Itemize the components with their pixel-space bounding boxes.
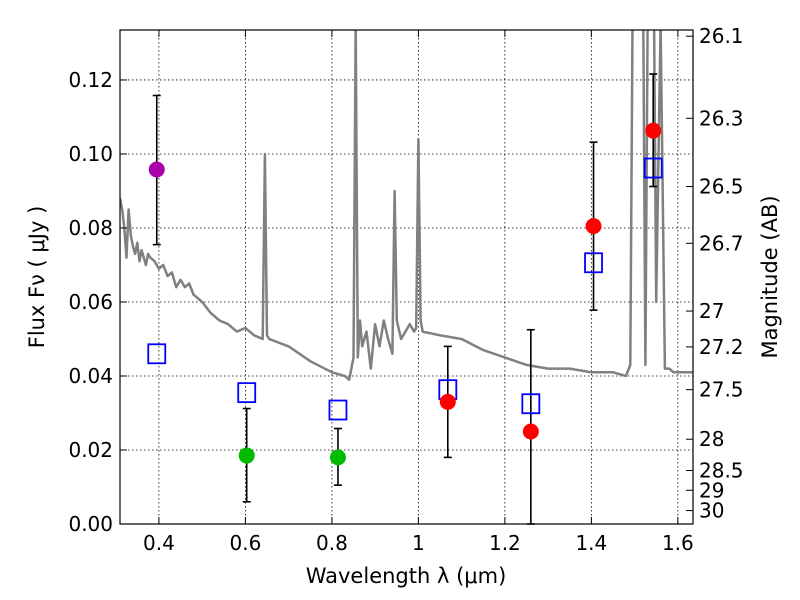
y2-tick-label: 30 xyxy=(699,499,724,523)
y-tick-label: 0.06 xyxy=(68,290,113,314)
y-tick-label: 0.08 xyxy=(68,216,113,240)
y2-tick-label: 26.5 xyxy=(699,175,744,199)
observed-point xyxy=(238,447,255,464)
y2-tick-label: 26.3 xyxy=(699,106,744,130)
markers xyxy=(147,122,663,466)
y-tick-label: 0.10 xyxy=(68,142,113,166)
y2-tick-label: 28.5 xyxy=(699,459,744,483)
observed-point xyxy=(645,122,662,139)
y2-tick-label: 26.7 xyxy=(699,231,744,255)
model-square xyxy=(328,399,348,421)
observed-point xyxy=(329,449,346,466)
plot-frame xyxy=(119,29,694,525)
y2-tick-label: 27.5 xyxy=(699,378,744,402)
x-tick-label: 0.8 xyxy=(316,531,348,555)
y2-tick-label: 26.1 xyxy=(699,24,744,48)
x-tick-label: 0.6 xyxy=(230,531,262,555)
y-tick-label: 0.02 xyxy=(68,438,113,462)
x-tick-label: 1.4 xyxy=(575,531,607,555)
x-tick-label: 1.2 xyxy=(489,531,521,555)
x-axis-label: Wavelength λ (μm) xyxy=(306,564,507,588)
y2-tick-label: 27.2 xyxy=(699,335,744,359)
model-square xyxy=(237,382,257,404)
tick-labels: 0.4 0.6 0.8 1 1.2 1.4 1.6 0.00 0.02 0.04 0.06 0.08 0… xyxy=(68,24,743,555)
y2-tick-label: 27 xyxy=(699,299,724,323)
model-square xyxy=(147,343,167,365)
y-tick-label: 0.04 xyxy=(68,364,113,388)
x-tick-label: 0.4 xyxy=(143,531,175,555)
x-tick-label: 1.6 xyxy=(662,531,694,555)
model-square xyxy=(643,157,663,179)
y-axis-label: Flux Fν ( μJy ) xyxy=(25,206,49,349)
observed-point xyxy=(148,161,165,178)
spectrum-line xyxy=(120,30,693,381)
model-square xyxy=(584,252,603,274)
observed-point xyxy=(585,218,602,235)
y2-tick-label: 28 xyxy=(699,427,724,451)
plot-area xyxy=(120,30,693,524)
observed-point xyxy=(439,393,456,410)
y2-axis-label: Magnitude (AB) xyxy=(758,195,782,358)
y-tick-label: 0.00 xyxy=(68,512,113,536)
axis-ticks xyxy=(120,30,693,525)
x-tick-label: 1 xyxy=(412,531,425,555)
observed-point xyxy=(522,423,539,440)
model-square xyxy=(521,393,541,415)
y-tick-label: 0.12 xyxy=(68,68,113,92)
y2-tick-label: 29 xyxy=(699,478,724,502)
spectrum-series xyxy=(120,30,693,381)
